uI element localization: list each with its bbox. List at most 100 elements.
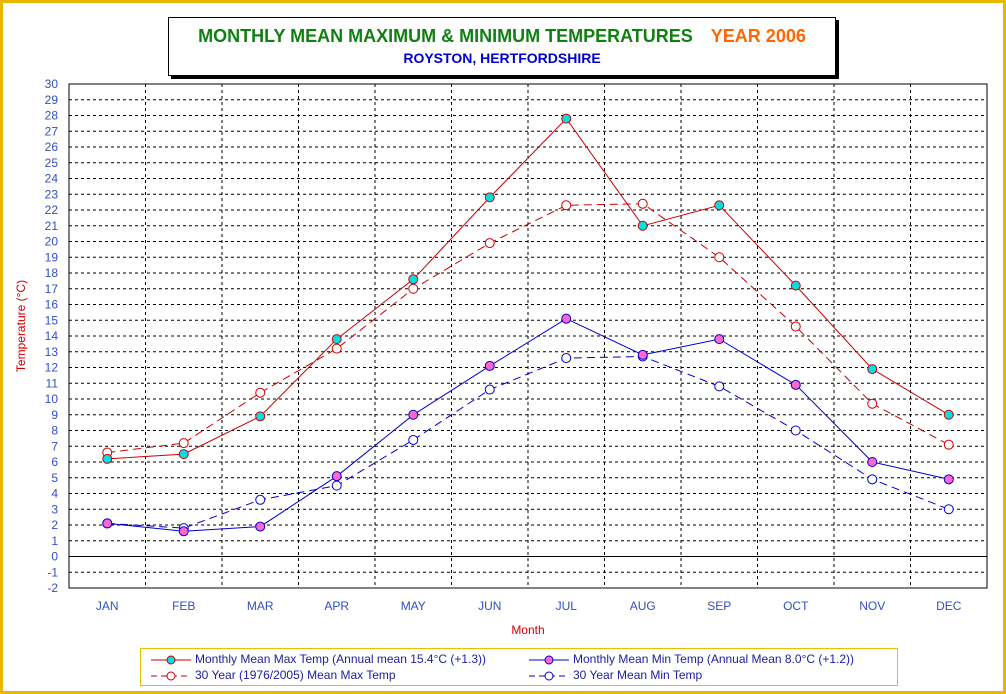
legend-label-max: Monthly Mean Max Temp (Annual mean 15.4°… [195, 652, 487, 666]
x-tick-label: MAY [401, 599, 426, 613]
x-tick-label: JUL [556, 599, 578, 613]
series-min-point [331, 471, 342, 482]
x-axis-title: Month [511, 623, 544, 637]
series-30yr-max-point [943, 439, 954, 450]
x-tick-label: MAR [247, 599, 274, 613]
y-tick-label: 5 [51, 471, 58, 485]
series-max-point [102, 453, 113, 464]
legend: Monthly Mean Max Temp (Annual mean 15.4°… [140, 648, 898, 686]
series-min-point [790, 379, 801, 390]
series-min-point [867, 457, 878, 467]
y-tick-label: 0 [51, 550, 58, 564]
series-min-point [408, 409, 419, 420]
chart-year: YEAR 2006 [710, 26, 806, 46]
series-max-point [714, 200, 725, 211]
y-axis-title: Temperature (°C) [14, 280, 28, 372]
series-max-point [331, 334, 342, 345]
series-max-point [637, 220, 648, 231]
y-tick-label: 26 [45, 140, 59, 154]
y-tick-label: 23 [45, 187, 59, 201]
series-30yr-min-point [331, 480, 342, 491]
y-tick-label: 28 [45, 109, 59, 123]
x-tick-label: SEP [707, 599, 731, 613]
chart-title-line: MONTHLY MEAN MAXIMUM & MINIMUM TEMPERATU… [169, 26, 835, 47]
series-max-line [107, 117, 950, 460]
y-tick-label: 16 [45, 298, 59, 312]
series-max-point [943, 409, 954, 420]
y-tick-label: 11 [46, 376, 59, 390]
series-30yr-min-point [561, 353, 572, 364]
series-max-point [178, 449, 189, 460]
legend-swatch-30yr-min [529, 671, 569, 681]
x-tick-label: JAN [96, 599, 119, 613]
series-min-point [102, 518, 113, 529]
series-30yr-max-point [867, 398, 878, 409]
series-30yr-max-point [714, 252, 725, 263]
y-tick-label: 22 [45, 203, 59, 217]
series-30yr-max-point [255, 387, 266, 398]
series-30yr-min-point [484, 384, 495, 395]
series-min-point [637, 349, 648, 360]
series-max-point [408, 274, 419, 285]
series-max-point [561, 113, 572, 124]
series-30yr-min-point [867, 474, 878, 485]
series-max-point [790, 280, 801, 291]
series-min-point [561, 313, 572, 324]
y-tick-label: 4 [51, 487, 58, 501]
y-tick-label: 27 [45, 124, 59, 138]
y-tick-label: 20 [45, 235, 59, 249]
series-min-point [178, 526, 189, 537]
series-30yr-max-point [790, 321, 801, 332]
chart-subtitle: ROYSTON, HERTFORDSHIRE [403, 50, 601, 66]
y-tick-label: 12 [45, 361, 59, 375]
series-min-point [714, 334, 725, 345]
y-tick-label: 19 [45, 250, 59, 264]
legend-label-min: Monthly Mean Min Temp (Annual Mean 8.0°C… [573, 652, 855, 666]
y-tick-label: 6 [51, 455, 58, 469]
series-30yr-max-point [178, 438, 189, 449]
series-30yr-min-point [714, 381, 725, 392]
x-tick-label: APR [324, 599, 349, 613]
y-tick-label: 29 [45, 93, 59, 107]
y-tick-label: 25 [45, 156, 59, 170]
series-30yr-max-line [107, 203, 950, 454]
series-min-point [943, 474, 954, 485]
x-tick-label: AUG [630, 599, 656, 613]
series-30yr-min-point [255, 494, 266, 505]
series-min-line [107, 318, 949, 532]
series-30yr-max-point [484, 238, 495, 249]
series-max-point [255, 411, 266, 422]
series-min-point [484, 360, 495, 371]
y-tick-label: 7 [51, 439, 58, 453]
y-tick-label: 10 [45, 392, 59, 406]
series-min-point [255, 521, 266, 532]
y-tick-label: 30 [45, 77, 59, 91]
series-30yr-min-point [408, 434, 419, 445]
y-tick-label: 15 [45, 313, 59, 327]
y-tick-label: 2 [51, 518, 58, 532]
y-tick-label: 17 [45, 282, 59, 296]
x-tick-label: JUN [478, 599, 501, 613]
x-tick-label: NOV [859, 599, 885, 613]
series-max-point [484, 192, 495, 203]
y-tick-label: -1 [47, 565, 58, 579]
y-tick-label: 24 [45, 172, 59, 186]
x-tick-label: DEC [936, 599, 962, 613]
y-tick-label: -2 [47, 581, 58, 595]
y-tick-label: 8 [51, 424, 58, 438]
y-tick-label: 3 [51, 502, 58, 516]
y-tick-label: 13 [45, 345, 59, 359]
legend-label-30yr-max: 30 Year (1976/2005) Mean Max Temp [195, 668, 396, 682]
series-30yr-max-point [408, 283, 419, 294]
y-tick-label: 14 [45, 329, 59, 343]
series-30yr-max-point [561, 200, 572, 211]
series-30yr-max-point [637, 198, 648, 209]
y-tick-label: 1 [51, 534, 58, 548]
chart-title: MONTHLY MEAN MAXIMUM & MINIMUM TEMPERATU… [198, 26, 693, 46]
series-30yr-min-line [107, 355, 949, 529]
legend-label-30yr-min: 30 Year Mean Min Temp [573, 668, 703, 682]
series-max-point [867, 364, 878, 375]
series-30yr-max-point [331, 343, 342, 354]
y-tick-label: 9 [51, 408, 58, 422]
